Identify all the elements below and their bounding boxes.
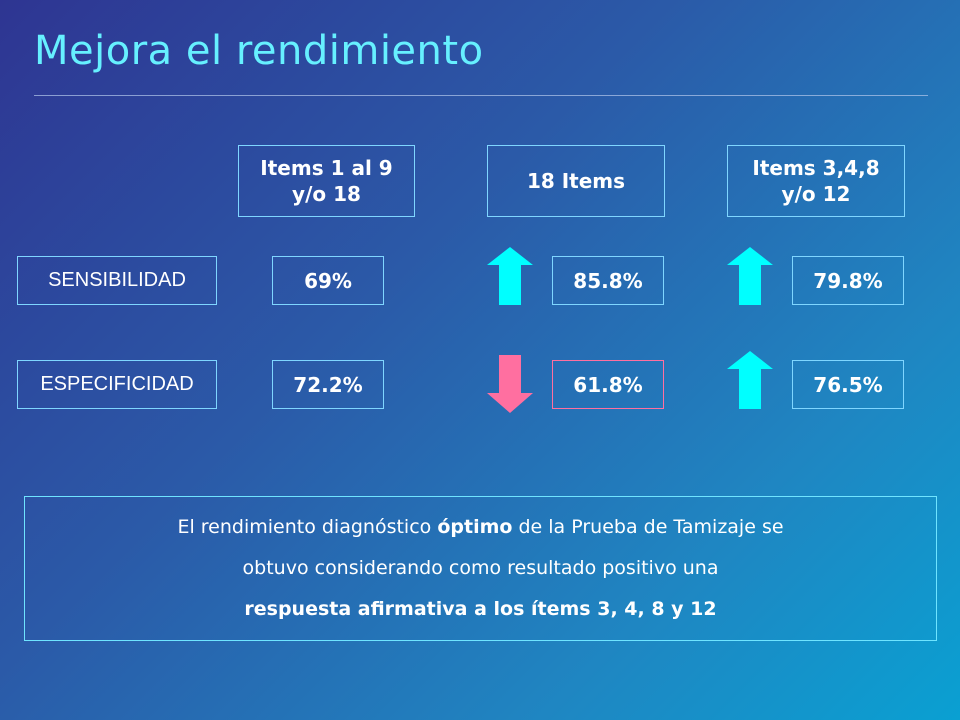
conclusion-line-2: obtuvo considerando como resultado posit… <box>242 557 719 579</box>
conclusion-line-1: El rendimiento diagnóstico óptimo de la … <box>177 507 783 548</box>
sensibilidad-col2-value: 85.8% <box>552 256 664 305</box>
sensibilidad-col3-value: 79.8% <box>792 256 904 305</box>
header-18-items: 18 Items <box>487 145 665 217</box>
up-arrow-icon <box>487 247 533 305</box>
especificidad-col1-value: 72.2% <box>272 360 384 409</box>
conclusion-highlight-items: respuesta afirmativa a los ítems 3, 4, 8… <box>244 598 717 620</box>
page-title: Mejora el rendimiento <box>34 28 484 74</box>
down-arrow-icon <box>487 355 533 413</box>
row-label-sensibilidad: SENSIBILIDAD <box>17 256 217 305</box>
especificidad-col2-value: 61.8% <box>552 360 664 409</box>
up-arrow-icon <box>727 351 773 409</box>
title-divider <box>34 95 928 96</box>
header-items-1-9-18: Items 1 al 9 y/o 18 <box>238 145 415 217</box>
up-arrow-icon <box>727 247 773 305</box>
conclusion-line-3: respuesta afirmativa a los ítems 3, 4, 8… <box>244 589 716 630</box>
row-label-especificidad: ESPECIFICIDAD <box>17 360 217 409</box>
conclusion-highlight-optimo: óptimo <box>437 516 513 538</box>
conclusion-box: El rendimiento diagnóstico óptimo de la … <box>24 496 937 641</box>
header-items-3-4-8-12: Items 3,4,8 y/o 12 <box>727 145 905 217</box>
conclusion-line-1-pre: El rendimiento diagnóstico <box>177 516 438 538</box>
sensibilidad-col1-value: 69% <box>272 256 384 305</box>
especificidad-col3-value: 76.5% <box>792 360 904 409</box>
conclusion-line-1-post: de la Prueba de Tamizaje se <box>512 516 784 538</box>
